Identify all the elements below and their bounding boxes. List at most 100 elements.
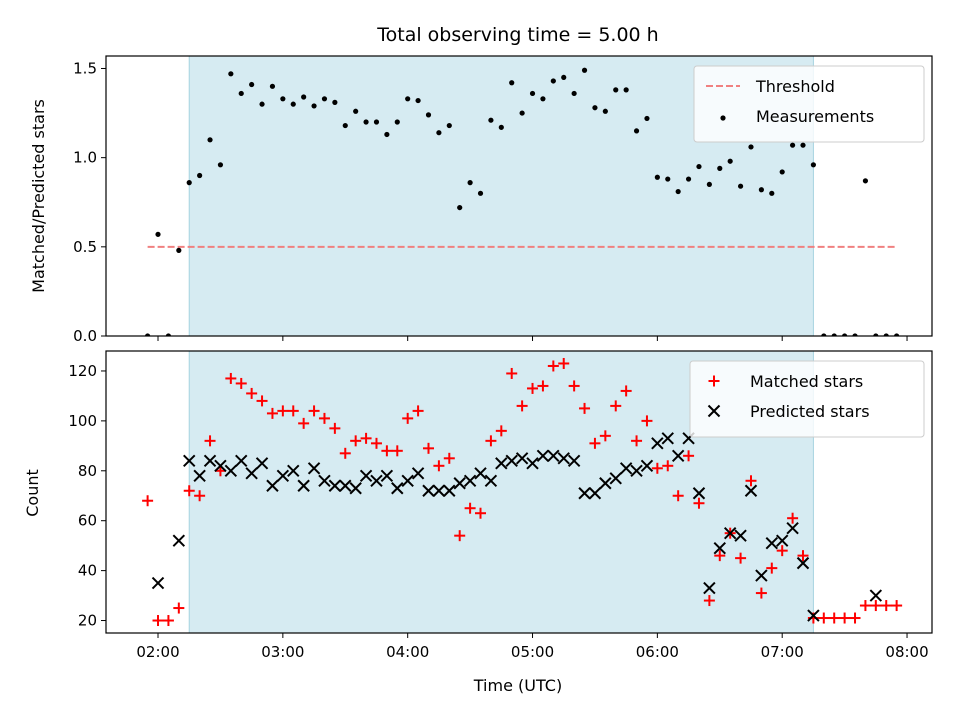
predicted-star-point bbox=[744, 484, 758, 497]
predicted-star-point bbox=[370, 474, 383, 487]
predicted-star-point bbox=[567, 454, 581, 468]
matched-star-point bbox=[599, 430, 611, 442]
predicted-star-point-b bbox=[422, 484, 435, 497]
predicted-star-point bbox=[578, 487, 591, 500]
predicted-star-point-b bbox=[547, 449, 560, 463]
predicted-star-point bbox=[536, 449, 550, 463]
predicted-star-point bbox=[245, 467, 258, 480]
predicted-star-point-b bbox=[266, 479, 279, 492]
measurement-point bbox=[436, 130, 442, 136]
measurement-point bbox=[842, 333, 848, 336]
predicted-star-point-b bbox=[515, 452, 529, 465]
matched-star-point bbox=[360, 432, 372, 444]
predicted-star-point bbox=[453, 477, 466, 490]
measurement-point bbox=[852, 333, 858, 336]
measurement-point bbox=[581, 67, 588, 73]
matched-star-point bbox=[558, 357, 570, 369]
predicted-star-point bbox=[401, 474, 414, 487]
x-tick-label: 03:00 bbox=[261, 643, 304, 661]
matched-star-point bbox=[246, 387, 258, 399]
predicted-star-point-b bbox=[443, 484, 456, 497]
legend-predicted-swatch-b bbox=[707, 404, 721, 418]
predicted-star-point-b bbox=[807, 609, 820, 622]
measurement-point bbox=[488, 117, 494, 123]
measurement-point bbox=[748, 144, 754, 150]
matched-star-point bbox=[225, 372, 237, 384]
matched-star-point bbox=[672, 490, 684, 502]
x-tick-label: 05:00 bbox=[511, 643, 554, 661]
matched-star-point bbox=[370, 437, 382, 449]
predicted-star-point-b bbox=[318, 474, 331, 487]
predicted-star-point bbox=[276, 469, 290, 482]
measurement-point bbox=[446, 122, 452, 129]
predicted-star-point-b bbox=[474, 467, 487, 480]
predicted-star-point-b bbox=[235, 454, 248, 468]
predicted-star-point bbox=[391, 482, 404, 495]
matched-star-point bbox=[339, 447, 351, 459]
measurement-point bbox=[207, 137, 213, 143]
matched-star-point bbox=[194, 490, 206, 502]
measurement-point bbox=[259, 101, 265, 107]
measurement-point bbox=[623, 87, 629, 93]
matched-star-point bbox=[183, 485, 195, 497]
predicted-star-point bbox=[599, 477, 612, 490]
bottom-y-tick-label: 40 bbox=[78, 562, 97, 580]
measurement-point bbox=[685, 176, 692, 182]
predicted-star-point bbox=[422, 484, 435, 497]
matched-star-point bbox=[277, 405, 289, 417]
predicted-star-point-b bbox=[567, 454, 581, 468]
predicted-star-point-b bbox=[411, 467, 425, 480]
predicted-star-point bbox=[318, 474, 331, 487]
bottom-series-1 bbox=[151, 432, 883, 622]
bottom-legend: Matched stars Predicted stars bbox=[689, 360, 925, 438]
matched-star-point bbox=[391, 445, 403, 457]
predicted-star-point bbox=[515, 452, 529, 465]
predicted-star-point bbox=[557, 452, 570, 465]
measurement-point bbox=[176, 247, 182, 253]
measurement-point bbox=[197, 172, 203, 179]
matched-star-point bbox=[381, 445, 393, 457]
predicted-star-point-b bbox=[599, 477, 612, 490]
measurement-point bbox=[831, 333, 837, 336]
predicted-star-point bbox=[796, 556, 810, 570]
predicted-star-point-b bbox=[869, 589, 883, 602]
predicted-star-point bbox=[692, 487, 706, 500]
predicted-star-point bbox=[287, 464, 300, 477]
measurement-point bbox=[457, 204, 463, 211]
matched-star-point bbox=[402, 412, 414, 424]
predicted-star-point bbox=[443, 484, 456, 497]
top-y-axis-label: Matched/Predicted stars bbox=[29, 99, 48, 293]
bottom-y-tick-label: 60 bbox=[78, 512, 97, 530]
predicted-star-point-b bbox=[651, 437, 664, 450]
matched-star-point bbox=[870, 600, 882, 612]
predicted-star-point-b bbox=[287, 464, 300, 477]
matched-star-point bbox=[859, 600, 871, 612]
matched-star-point bbox=[516, 400, 528, 412]
measurement-point bbox=[509, 80, 515, 86]
measurement-point bbox=[821, 333, 827, 336]
predicted-star-point-b bbox=[255, 457, 269, 470]
matched-star-point bbox=[298, 417, 310, 429]
predicted-star-point-b bbox=[775, 534, 789, 547]
measurement-point bbox=[498, 124, 504, 130]
predicted-star-point-b bbox=[786, 521, 799, 535]
bottom-y-tick-label: 80 bbox=[78, 462, 97, 480]
measurement-point bbox=[644, 115, 650, 122]
top-y-tick-label: 1.5 bbox=[73, 59, 97, 77]
bottom-legend-box bbox=[689, 360, 925, 438]
matched-star-point bbox=[142, 495, 154, 507]
predicted-star-point-b bbox=[193, 469, 206, 482]
predicted-star-point-b bbox=[755, 569, 768, 582]
predicted-star-point-b bbox=[796, 556, 810, 570]
top-data bbox=[145, 67, 900, 336]
measurement-point bbox=[228, 71, 234, 77]
bottom-y-tick-label: 20 bbox=[78, 612, 97, 630]
matched-star-point bbox=[266, 407, 278, 419]
measurement-point bbox=[769, 190, 775, 196]
predicted-star-point bbox=[349, 482, 362, 495]
predicted-star-point-b bbox=[661, 432, 674, 445]
measurement-point bbox=[602, 108, 608, 114]
matched-star-point bbox=[506, 367, 518, 379]
predicted-star-point-b bbox=[307, 462, 321, 475]
top-y-tick-label: 0.5 bbox=[73, 238, 97, 256]
